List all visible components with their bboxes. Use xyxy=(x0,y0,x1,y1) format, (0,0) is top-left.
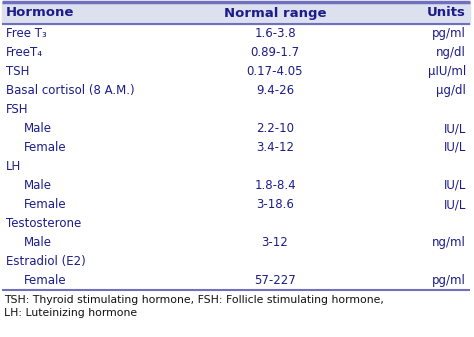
Text: Estradiol (E2): Estradiol (E2) xyxy=(6,255,86,268)
Text: Hormone: Hormone xyxy=(6,6,74,20)
Text: 3.4-12: 3.4-12 xyxy=(256,141,294,154)
Text: ng/dl: ng/dl xyxy=(436,46,466,59)
Text: Testosterone: Testosterone xyxy=(6,217,81,230)
Text: IU/L: IU/L xyxy=(444,141,466,154)
Text: Male: Male xyxy=(24,236,52,249)
Text: 0.89-1.7: 0.89-1.7 xyxy=(250,46,300,59)
Text: 9.4-26: 9.4-26 xyxy=(256,84,294,97)
Text: Male: Male xyxy=(24,122,52,135)
Text: pg/ml: pg/ml xyxy=(432,27,466,40)
Text: Female: Female xyxy=(24,198,67,211)
Text: TSH: TSH xyxy=(6,65,29,78)
Text: 1.8-8.4: 1.8-8.4 xyxy=(254,179,296,192)
Text: Free T₃: Free T₃ xyxy=(6,27,47,40)
Text: pg/ml: pg/ml xyxy=(432,274,466,287)
Text: TSH: Thyroid stimulating hormone, FSH: Follicle stimulating hormone,: TSH: Thyroid stimulating hormone, FSH: F… xyxy=(4,295,384,305)
Text: IU/L: IU/L xyxy=(444,179,466,192)
Text: 2.2-10: 2.2-10 xyxy=(256,122,294,135)
Text: μg/dl: μg/dl xyxy=(436,84,466,97)
Text: Male: Male xyxy=(24,179,52,192)
Text: FSH: FSH xyxy=(6,103,28,116)
Text: 3-12: 3-12 xyxy=(262,236,288,249)
Text: IU/L: IU/L xyxy=(444,198,466,211)
Text: IU/L: IU/L xyxy=(444,122,466,135)
Text: 1.6-3.8: 1.6-3.8 xyxy=(254,27,296,40)
Text: Female: Female xyxy=(24,141,67,154)
Text: FreeT₄: FreeT₄ xyxy=(6,46,43,59)
Text: LH: LH xyxy=(6,160,21,173)
Text: Units: Units xyxy=(427,6,466,20)
Text: LH: Luteinizing hormone: LH: Luteinizing hormone xyxy=(4,308,137,318)
Text: 57-227: 57-227 xyxy=(254,274,296,287)
Text: 0.17-4.05: 0.17-4.05 xyxy=(247,65,303,78)
Text: 3-18.6: 3-18.6 xyxy=(256,198,294,211)
Text: Basal cortisol (8 A.M.): Basal cortisol (8 A.M.) xyxy=(6,84,135,97)
Text: μIU/ml: μIU/ml xyxy=(428,65,466,78)
Text: ng/ml: ng/ml xyxy=(432,236,466,249)
Text: Female: Female xyxy=(24,274,67,287)
Text: Normal range: Normal range xyxy=(224,6,326,20)
